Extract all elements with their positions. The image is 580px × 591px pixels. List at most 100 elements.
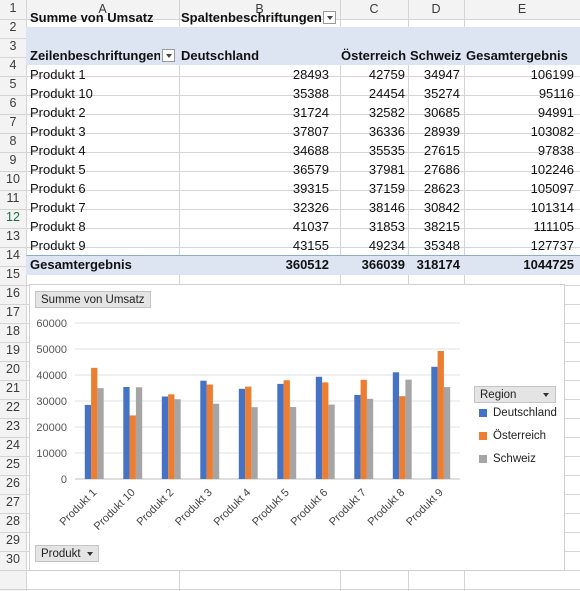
pivot-row-label[interactable]: Produkt 1 [30,67,86,82]
pivot-row-value[interactable]: 105097 [530,181,574,196]
pivot-row-value[interactable]: 32326 [292,200,329,215]
bar-deutschland[interactable] [277,383,284,479]
pivot-row-label[interactable]: Produkt 3 [30,124,86,139]
row-header-8[interactable]: 8 [9,134,17,148]
pivot-row-value[interactable]: 101314 [530,200,574,215]
legend-item[interactable]: Deutschland [479,406,557,420]
pivot-row-value[interactable]: 37159 [368,181,405,196]
pivot-row-value[interactable]: 30685 [423,105,460,120]
bar-österreich[interactable] [283,380,290,479]
row-header-30[interactable]: 30 [6,552,20,566]
pivot-row-value[interactable]: 94991 [537,105,574,120]
column-header-c[interactable]: C [369,2,379,16]
row-header-6[interactable]: 6 [9,96,17,110]
row-header-5[interactable]: 5 [9,77,17,91]
pivot-grand-total-label[interactable]: Gesamtergebnis [30,257,132,272]
row-header-27[interactable]: 27 [6,495,20,509]
row-header-3[interactable]: 3 [9,39,17,53]
pivot-row-value[interactable]: 24454 [368,86,405,101]
bar-deutschland[interactable] [200,380,207,479]
row-header-26[interactable]: 26 [6,476,20,490]
row-header-15[interactable]: 15 [6,267,20,281]
pivot-grand-total-value[interactable]: 318174 [416,257,460,272]
pivot-row-value[interactable]: 37807 [292,124,329,139]
bar-deutschland[interactable] [315,376,323,479]
row-header-16[interactable]: 16 [6,286,20,300]
row-header-19[interactable]: 19 [6,343,20,357]
row-header-10[interactable]: 10 [6,172,20,186]
pivot-grand-total-value[interactable]: 360512 [285,257,329,272]
pivot-chart[interactable]: Summe von Umsatz 0 10000 20000 30000 40000 50… [29,284,565,571]
pivot-row-value[interactable]: 38146 [368,200,405,215]
column-header-e[interactable]: E [517,2,527,16]
bar-österreich[interactable] [129,415,136,479]
pivot-row-value[interactable]: 36579 [292,162,329,177]
bar-schweiz[interactable] [251,407,258,479]
select-all-corner[interactable] [0,0,26,19]
pivot-row-value[interactable]: 27615 [423,143,460,158]
pivot-row-value[interactable]: 42759 [368,67,405,82]
bar-österreich[interactable] [168,394,175,479]
row-header-7[interactable]: 7 [9,115,17,129]
bar-deutschland[interactable] [123,386,130,479]
row-header-17[interactable]: 17 [6,305,20,319]
pivot-row-label[interactable]: Produkt 9 [30,238,86,253]
row-header-11[interactable]: 11 [6,191,20,205]
bar-schweiz[interactable] [366,398,374,479]
row-header-13[interactable]: 13 [6,229,20,243]
row-header-25[interactable]: 25 [6,457,20,471]
pivot-row-value[interactable]: 111105 [533,219,575,234]
pivot-row-value[interactable]: 35535 [368,143,405,158]
row-labels-filter-dropdown[interactable] [162,49,175,62]
pivot-row-label[interactable]: Produkt 10 [30,86,93,101]
pivot-row-label[interactable]: Produkt 4 [30,143,86,158]
bar-deutschland[interactable] [161,396,169,479]
bar-österreich[interactable] [245,386,252,479]
bar-schweiz[interactable] [212,403,220,479]
bar-österreich[interactable] [399,396,406,479]
pivot-row-value[interactable]: 36336 [368,124,405,139]
column-header-d[interactable]: D [431,2,441,16]
column-header-a[interactable]: A [98,2,107,16]
pivot-row-value[interactable]: 49234 [368,238,405,253]
row-header-12[interactable]: 12 [6,210,20,224]
pivot-row-value[interactable]: 35388 [292,86,329,101]
pivot-row-label[interactable]: Produkt 2 [30,105,86,120]
row-header-4[interactable]: 4 [9,58,17,72]
pivot-column-labels-header[interactable]: Spaltenbeschriftungen [181,10,321,25]
row-header-18[interactable]: 18 [6,324,20,338]
bar-schweiz[interactable] [328,404,335,479]
legend-item[interactable]: Österreich [479,429,546,443]
pivot-row-value[interactable]: 28939 [423,124,460,139]
pivot-row-value[interactable]: 28493 [292,67,329,82]
pivot-row-value[interactable]: 103082 [530,124,574,139]
bar-schweiz[interactable] [289,407,297,479]
bar-deutschland[interactable] [354,394,361,479]
pivot-row-value[interactable]: 35348 [423,238,460,253]
bar-deutschland[interactable] [84,404,92,479]
row-header-23[interactable]: 23 [6,419,20,433]
bar-deutschland[interactable] [431,366,438,479]
pivot-row-value[interactable]: 35274 [423,86,460,101]
bar-österreich[interactable] [322,382,329,479]
pivot-row-labels-header[interactable]: Zeilenbeschriftungen [30,48,160,63]
pivot-row-value[interactable]: 127737 [530,238,574,253]
row-header-29[interactable]: 29 [6,533,20,547]
row-header-21[interactable]: 21 [6,381,20,395]
row-header-1[interactable]: 1 [9,1,17,15]
pivot-row-value[interactable]: 102246 [530,162,574,177]
bar-österreich[interactable] [206,384,213,479]
pivot-row-value[interactable]: 39315 [292,181,329,196]
bar-schweiz[interactable] [97,388,104,479]
row-header-2[interactable]: 2 [9,20,17,34]
bar-deutschland[interactable] [238,388,246,479]
pivot-row-value[interactable]: 37981 [368,162,405,177]
row-header-28[interactable]: 28 [6,514,20,528]
pivot-value-field-label[interactable]: Summe von Umsatz [30,10,154,25]
pivot-row-value[interactable]: 95116 [538,86,574,101]
axis-field-button[interactable]: Produkt [35,545,99,562]
pivot-row-value[interactable]: 34947 [423,67,460,82]
pivot-row-value[interactable]: 41037 [292,219,329,234]
col-header-oesterreich[interactable]: Österreich [341,48,406,63]
